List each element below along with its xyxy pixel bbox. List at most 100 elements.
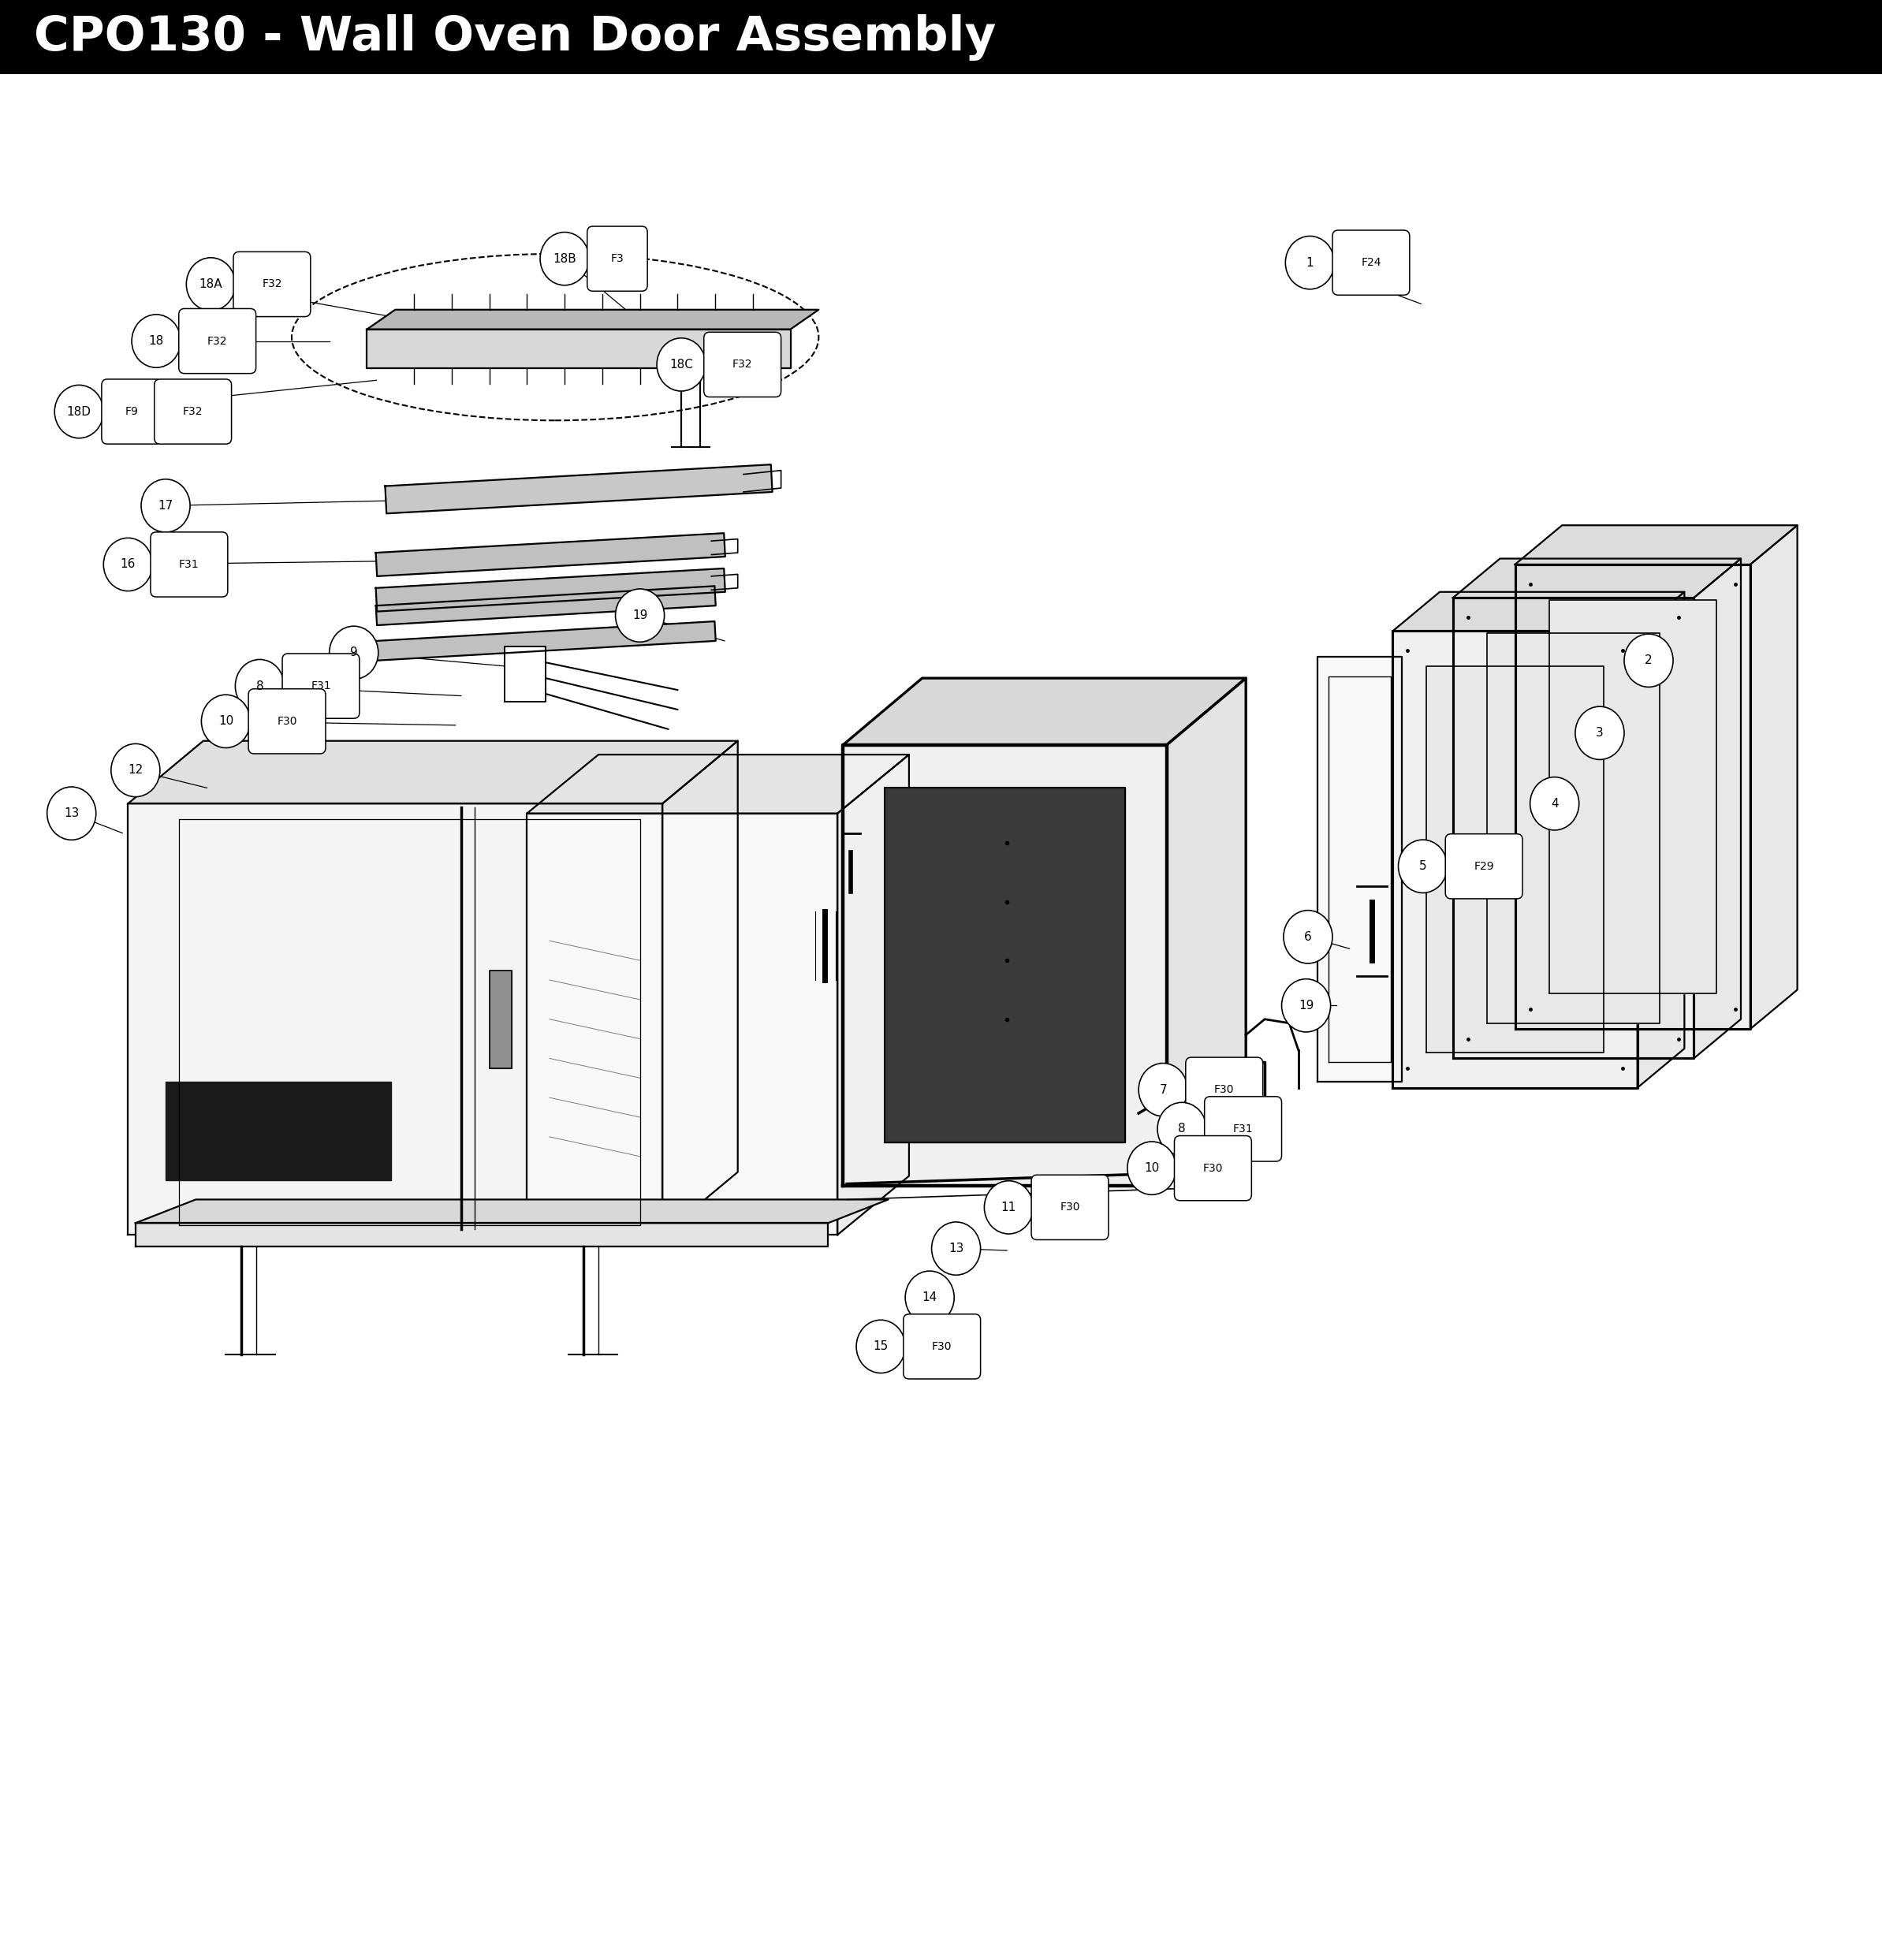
Ellipse shape — [1139, 1062, 1188, 1117]
Text: 14: 14 — [922, 1292, 937, 1303]
Text: F24: F24 — [1361, 257, 1381, 269]
Polygon shape — [376, 586, 715, 625]
Ellipse shape — [329, 625, 378, 680]
Ellipse shape — [1157, 1102, 1206, 1156]
Ellipse shape — [1127, 1141, 1176, 1196]
Text: 13: 13 — [64, 808, 79, 819]
Ellipse shape — [1575, 706, 1624, 760]
Text: F29: F29 — [1474, 860, 1494, 872]
Polygon shape — [843, 745, 1167, 1186]
Ellipse shape — [55, 384, 104, 439]
Text: 18B: 18B — [553, 253, 576, 265]
Polygon shape — [1453, 559, 1741, 598]
Text: 11: 11 — [1001, 1201, 1016, 1213]
Ellipse shape — [905, 1270, 954, 1325]
Polygon shape — [1637, 592, 1684, 1088]
FancyBboxPatch shape — [1174, 1135, 1252, 1201]
Polygon shape — [1393, 631, 1637, 1088]
Text: F30: F30 — [277, 715, 297, 727]
FancyBboxPatch shape — [704, 331, 781, 398]
Text: F32: F32 — [183, 406, 203, 417]
Text: 8: 8 — [256, 680, 263, 692]
FancyBboxPatch shape — [903, 1313, 981, 1380]
Text: 4: 4 — [1551, 798, 1558, 809]
Polygon shape — [527, 813, 837, 1235]
Text: CPO130 - Wall Oven Door Assembly: CPO130 - Wall Oven Door Assembly — [34, 14, 996, 61]
Text: F30: F30 — [932, 1341, 952, 1352]
Polygon shape — [1750, 525, 1797, 1029]
Ellipse shape — [132, 314, 181, 368]
Ellipse shape — [186, 257, 235, 312]
Text: 18C: 18C — [670, 359, 693, 370]
Ellipse shape — [201, 694, 250, 749]
Polygon shape — [1453, 598, 1694, 1058]
Ellipse shape — [1284, 909, 1332, 964]
Text: 5: 5 — [1419, 860, 1427, 872]
Ellipse shape — [984, 1180, 1033, 1235]
Polygon shape — [1167, 678, 1246, 1186]
Text: F31: F31 — [1233, 1123, 1253, 1135]
Ellipse shape — [47, 786, 96, 841]
FancyBboxPatch shape — [154, 378, 231, 445]
Ellipse shape — [1530, 776, 1579, 831]
Ellipse shape — [856, 1319, 905, 1374]
Polygon shape — [376, 533, 725, 576]
Ellipse shape — [1624, 633, 1673, 688]
Polygon shape — [1515, 525, 1797, 564]
Ellipse shape — [141, 478, 190, 533]
Text: 6: 6 — [1304, 931, 1312, 943]
Text: 3: 3 — [1596, 727, 1603, 739]
Polygon shape — [1317, 657, 1402, 1082]
Ellipse shape — [540, 231, 589, 286]
Polygon shape — [376, 568, 725, 612]
Polygon shape — [843, 678, 1246, 745]
Text: F30: F30 — [1060, 1201, 1080, 1213]
Text: 15: 15 — [873, 1341, 888, 1352]
FancyBboxPatch shape — [1186, 1056, 1263, 1123]
Polygon shape — [128, 804, 662, 1235]
Text: F30: F30 — [1214, 1084, 1235, 1096]
Text: 17: 17 — [158, 500, 173, 512]
Polygon shape — [367, 329, 790, 368]
Polygon shape — [128, 741, 738, 804]
Text: 18A: 18A — [199, 278, 222, 290]
FancyBboxPatch shape — [1204, 1096, 1282, 1162]
Text: F32: F32 — [262, 278, 282, 290]
FancyBboxPatch shape — [587, 225, 647, 292]
Text: F9: F9 — [124, 406, 139, 417]
Text: 19: 19 — [1299, 1000, 1314, 1011]
FancyBboxPatch shape — [1445, 833, 1523, 900]
Text: 9: 9 — [350, 647, 358, 659]
Polygon shape — [1393, 592, 1684, 631]
Text: 13: 13 — [949, 1243, 964, 1254]
Polygon shape — [136, 1223, 828, 1247]
Text: F32: F32 — [732, 359, 753, 370]
FancyBboxPatch shape — [102, 378, 162, 445]
Text: F30: F30 — [1203, 1162, 1223, 1174]
Ellipse shape — [111, 743, 160, 798]
Text: 16: 16 — [120, 559, 136, 570]
Ellipse shape — [932, 1221, 981, 1276]
Ellipse shape — [657, 337, 706, 392]
Text: 19: 19 — [632, 610, 647, 621]
Polygon shape — [1515, 564, 1750, 1029]
Text: 1: 1 — [1306, 257, 1314, 269]
Ellipse shape — [1285, 235, 1334, 290]
FancyBboxPatch shape — [179, 308, 256, 374]
Polygon shape — [166, 1082, 391, 1180]
Ellipse shape — [1282, 978, 1331, 1033]
Text: 8: 8 — [1178, 1123, 1186, 1135]
Polygon shape — [1549, 600, 1716, 994]
Text: 2: 2 — [1645, 655, 1652, 666]
Ellipse shape — [615, 588, 664, 643]
Polygon shape — [1487, 633, 1660, 1023]
Text: 18: 18 — [149, 335, 164, 347]
Text: 7: 7 — [1159, 1084, 1167, 1096]
Ellipse shape — [1398, 839, 1447, 894]
Polygon shape — [837, 755, 909, 1235]
Polygon shape — [504, 647, 546, 702]
Polygon shape — [367, 310, 819, 329]
Text: F31: F31 — [179, 559, 199, 570]
Text: F32: F32 — [207, 335, 228, 347]
Text: 10: 10 — [218, 715, 233, 727]
